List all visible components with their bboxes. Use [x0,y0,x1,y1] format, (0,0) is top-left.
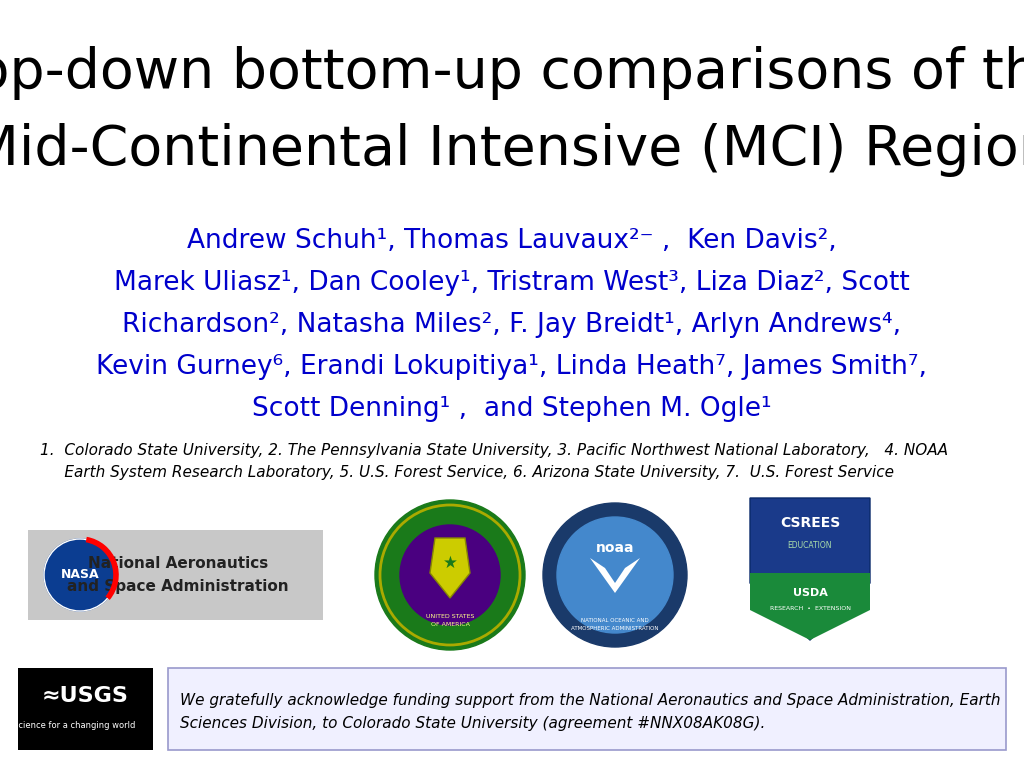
Text: RESEARCH  •  EXTENSION: RESEARCH • EXTENSION [769,605,851,611]
Text: CSREES: CSREES [780,516,840,530]
Text: and Space Administration: and Space Administration [68,578,289,594]
Circle shape [557,517,673,633]
Circle shape [400,525,500,625]
Text: 1.  Colorado State University, 2. The Pennsylvania State University, 3. Pacific : 1. Colorado State University, 2. The Pen… [40,443,948,480]
Text: NATIONAL OCEANIC AND: NATIONAL OCEANIC AND [582,618,649,624]
Text: Mid-Continental Intensive (MCI) Region: Mid-Continental Intensive (MCI) Region [0,123,1024,177]
Text: ≈USGS: ≈USGS [42,686,129,706]
FancyBboxPatch shape [28,530,323,620]
Polygon shape [750,573,870,640]
Text: USDA: USDA [793,588,827,598]
Text: UNITED STATES: UNITED STATES [426,614,474,618]
FancyBboxPatch shape [18,668,153,750]
Text: EDUCATION: EDUCATION [787,541,833,551]
Circle shape [44,539,116,611]
Polygon shape [590,558,640,593]
Text: Kevin Gurney⁶, Erandi Lokupitiya¹, Linda Heath⁷, James Smith⁷,: Kevin Gurney⁶, Erandi Lokupitiya¹, Linda… [96,354,928,380]
Text: Scott Denning¹ ,  and Stephen M. Ogle¹: Scott Denning¹ , and Stephen M. Ogle¹ [252,396,772,422]
Circle shape [543,503,687,647]
Text: National Aeronautics: National Aeronautics [88,555,268,571]
Circle shape [375,500,525,650]
Text: science for a changing world: science for a changing world [14,721,136,730]
Text: OF AMERICA: OF AMERICA [430,621,469,627]
FancyBboxPatch shape [168,668,1006,750]
Text: ATMOSPHERIC ADMINISTRATION: ATMOSPHERIC ADMINISTRATION [571,625,658,631]
Text: Marek Uliasz¹, Dan Cooley¹, Tristram West³, Liza Diaz², Scott: Marek Uliasz¹, Dan Cooley¹, Tristram Wes… [114,270,910,296]
Polygon shape [430,538,470,598]
Text: We gratefully acknowledge funding support from the National Aeronautics and Spac: We gratefully acknowledge funding suppor… [180,693,1000,731]
Text: Andrew Schuh¹, Thomas Lauvaux²⁻ ,  Ken Davis²,: Andrew Schuh¹, Thomas Lauvaux²⁻ , Ken Da… [187,228,837,254]
Text: ★: ★ [442,554,458,572]
Polygon shape [750,498,870,640]
Text: NASA: NASA [60,568,99,581]
Text: noaa: noaa [596,541,634,555]
Text: Top-down bottom-up comparisons of the: Top-down bottom-up comparisons of the [0,46,1024,100]
Text: Richardson², Natasha Miles², F. Jay Breidt¹, Arlyn Andrews⁴,: Richardson², Natasha Miles², F. Jay Brei… [123,312,901,338]
